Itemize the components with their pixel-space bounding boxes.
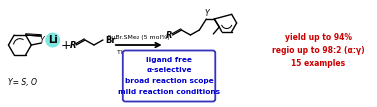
Text: Y: Y [40, 36, 44, 45]
Text: broad reaction scope: broad reaction scope [125, 78, 213, 84]
FancyBboxPatch shape [123, 51, 215, 102]
Text: Y: Y [205, 9, 210, 18]
Text: CuBr.SMe₂ (5 mol%): CuBr.SMe₂ (5 mol%) [107, 35, 170, 40]
Text: Li: Li [48, 35, 58, 45]
Text: R: R [166, 30, 173, 39]
Text: regio up to 98:2 (α:γ): regio up to 98:2 (α:γ) [272, 45, 365, 54]
Text: α-selective: α-selective [146, 68, 192, 74]
Text: ligand free: ligand free [146, 57, 192, 63]
Text: R: R [70, 41, 76, 50]
Text: THF, -5 °C, 3h: THF, -5 °C, 3h [117, 50, 161, 55]
Text: mild reaction conditions: mild reaction conditions [118, 88, 220, 94]
Text: 15 examples: 15 examples [291, 59, 345, 68]
Text: yield up to 94%: yield up to 94% [285, 33, 352, 42]
Text: +: + [61, 39, 71, 51]
Text: Br: Br [105, 36, 115, 45]
Circle shape [45, 33, 60, 48]
Text: Y= S, O: Y= S, O [8, 77, 37, 86]
